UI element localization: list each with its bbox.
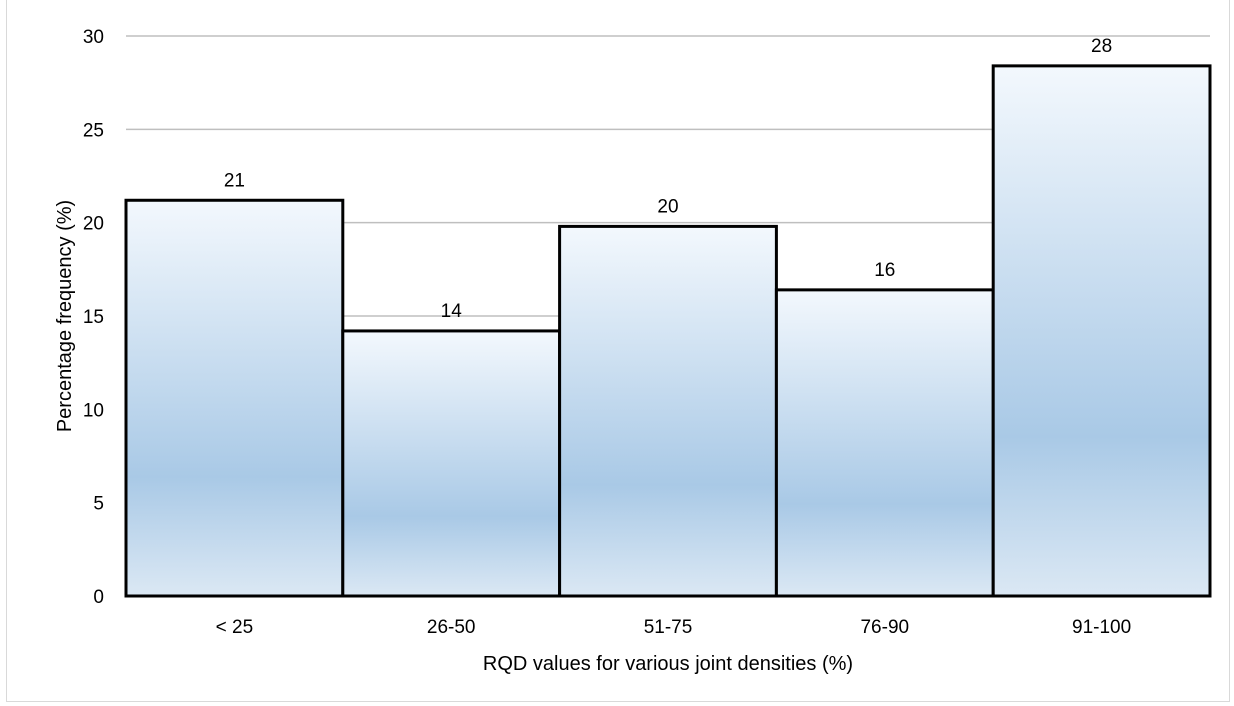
x-tick-label: 26-50	[427, 617, 476, 638]
bar	[124, 198, 345, 598]
data-label: 14	[441, 301, 463, 322]
x-tick-labels: < 25 26-50 51-75 76-90 91-100	[216, 617, 1132, 638]
y-tick-label: 10	[83, 400, 104, 421]
data-labels: 21 14 20 16 28	[224, 36, 1112, 322]
data-label: 28	[1091, 36, 1112, 57]
y-tick-label: 5	[93, 494, 104, 515]
y-axis-title: Percentage frequency (%)	[54, 200, 76, 432]
data-label: 20	[657, 196, 678, 217]
data-label: 16	[874, 260, 895, 281]
y-tick-labels: 0 5 10 15 20 25 30	[83, 27, 104, 608]
y-tick-label: 20	[83, 214, 104, 235]
bar	[341, 329, 562, 598]
bar	[991, 64, 1212, 598]
bar	[558, 224, 778, 598]
y-tick-label: 0	[93, 587, 104, 608]
bars	[124, 64, 1212, 598]
chart-frame	[6, 0, 1230, 702]
y-tick-label: 25	[83, 120, 104, 141]
y-tick-label: 30	[83, 27, 104, 48]
x-axis-title: RQD values for various joint densities (…	[483, 653, 853, 675]
x-tick-label: 51-75	[644, 617, 693, 638]
x-tick-label: 76-90	[860, 617, 909, 638]
data-label: 21	[224, 170, 245, 191]
x-tick-label: 91-100	[1072, 617, 1131, 638]
x-tick-label: < 25	[216, 617, 254, 638]
bar	[774, 288, 995, 598]
y-tick-label: 15	[83, 307, 104, 328]
